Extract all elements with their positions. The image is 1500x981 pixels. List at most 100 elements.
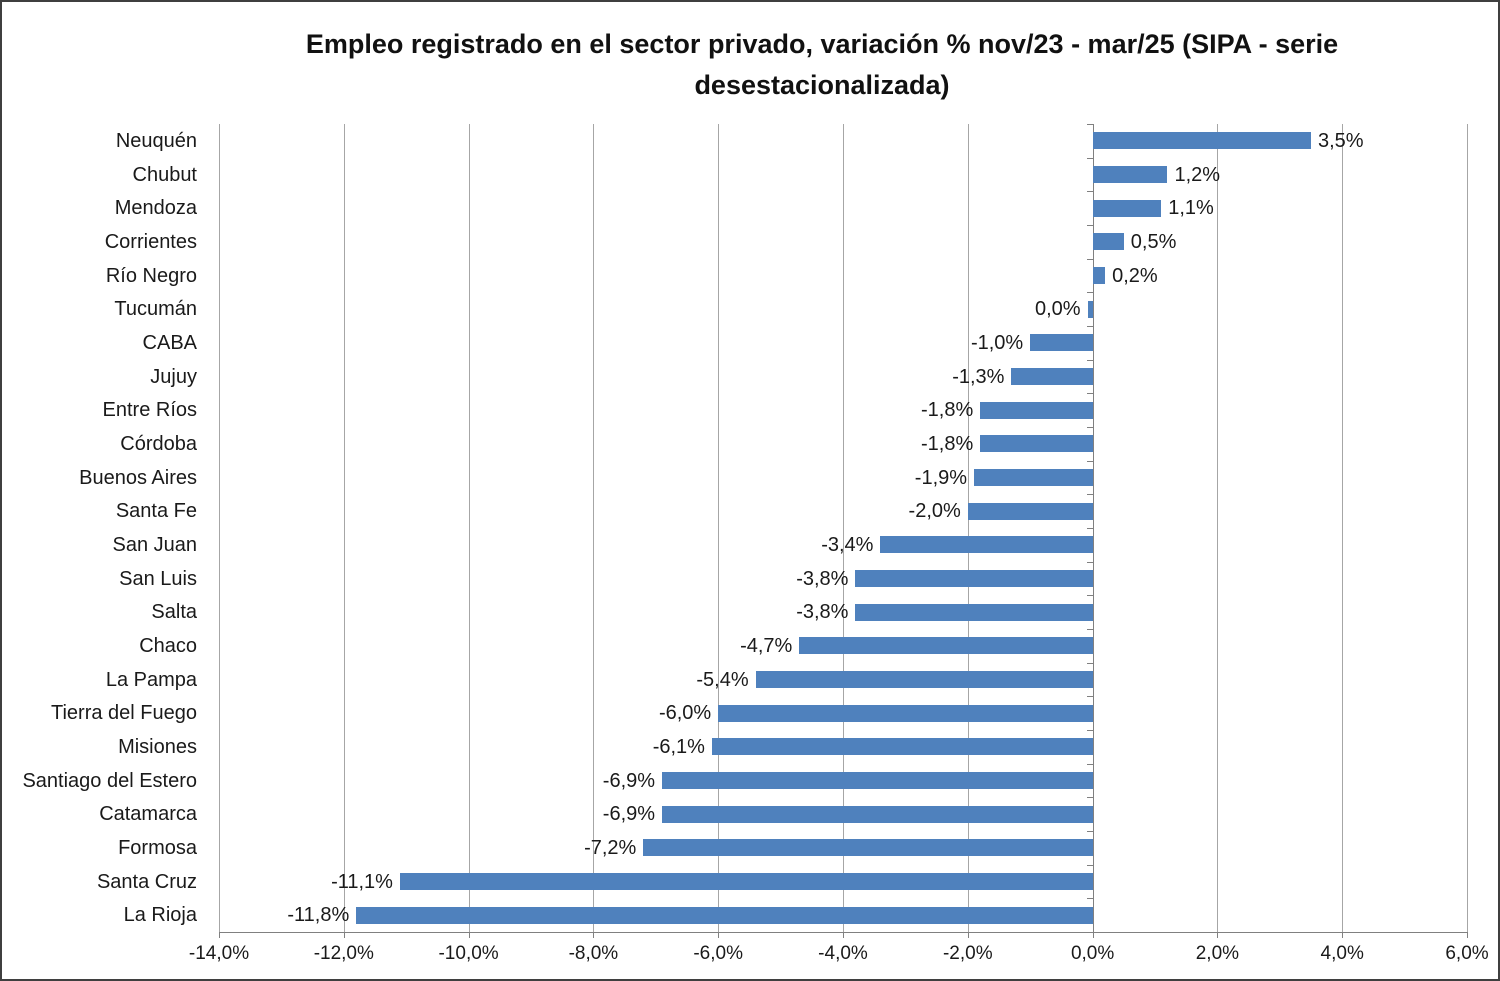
x-tick-label: -10,0% (438, 943, 499, 964)
category-axis-tick (1086, 831, 1093, 832)
gridline (343, 124, 345, 932)
gridline (593, 124, 595, 932)
x-tick-label: -14,0% (188, 943, 250, 964)
chart-title-line-1: Empleo registrado en el sector privado, … (305, 29, 1339, 59)
x-tick-label: -12,0% (313, 943, 374, 964)
category-axis-tick (1086, 191, 1093, 193)
x-axis-tick (593, 932, 595, 938)
x-axis-tick (1217, 932, 1219, 938)
value-label-formosa: -7,2% (584, 836, 637, 859)
bar-santiago-del-estero (662, 772, 1093, 789)
x-axis-tick (718, 932, 720, 938)
category-label-santa-cruz: Santa Cruz (96, 870, 197, 893)
x-axis-tick (967, 932, 969, 938)
category-axis-tick (1086, 393, 1093, 395)
category-label-san-luis: San Luis (119, 567, 197, 590)
x-axis-tick (343, 932, 345, 938)
category-axis-tick (1086, 326, 1093, 327)
bar-cordoba (980, 435, 1093, 453)
category-label-la-rioja: La Rioja (123, 904, 197, 927)
category-label-san-juan: San Juan (112, 533, 197, 556)
x-axis-tick (468, 932, 470, 938)
category-axis-tick (1086, 763, 1093, 765)
zero-axis-line (1092, 124, 1094, 932)
value-label-santa-fe: -2,0% (908, 500, 961, 523)
gridline (1467, 124, 1468, 932)
value-label-santiago-del-estero: -6,9% (602, 769, 656, 792)
gridline (967, 124, 969, 932)
value-label-cordoba: -1,8% (921, 432, 974, 455)
x-tick-label: 2,0% (1195, 943, 1240, 964)
category-axis-tick (1086, 561, 1093, 563)
bar-misiones (711, 738, 1093, 756)
category-label-caba: CABA (142, 331, 197, 354)
value-label-entre-rios: -1,8% (921, 399, 974, 422)
x-tick-label: -8,0% (568, 943, 619, 964)
category-axis-tick (1086, 292, 1093, 294)
x-tick-label: 0,0% (1070, 943, 1115, 964)
category-axis-tick (1086, 629, 1093, 630)
category-axis-tick (1086, 359, 1093, 361)
category-label-chaco: Chaco (139, 634, 197, 657)
value-label-rio-negro: 0,2% (1112, 264, 1158, 287)
category-label-entre-rios: Entre Ríos (102, 399, 197, 422)
gridline (468, 124, 470, 932)
category-label-jujuy: Jujuy (150, 365, 197, 388)
bar-buenos-aires (974, 469, 1093, 486)
x-tick-label: 4,0% (1320, 943, 1364, 964)
value-label-la-rioja: -11,8% (287, 904, 350, 927)
x-tick-label: -4,0% (818, 943, 868, 964)
bar-rio-negro (1092, 267, 1106, 284)
value-label-chubut: 1,2% (1174, 163, 1221, 186)
bar-chubut (1092, 166, 1168, 183)
category-axis-tick (1086, 124, 1093, 125)
bar-tucuman (1087, 300, 1093, 318)
chart-title: Empleo registrado en el sector privado, … (152, 24, 1492, 106)
category-axis-tick (1086, 797, 1093, 799)
value-label-jujuy: -1,3% (952, 365, 1005, 388)
category-label-la-pampa: La Pampa (105, 668, 197, 691)
category-axis-tick (1086, 460, 1093, 462)
bar-formosa (643, 839, 1093, 857)
value-label-tierra-del-fuego: -6,0% (658, 702, 712, 725)
bar-entre-rios (980, 401, 1093, 419)
bar-la-rioja (356, 906, 1093, 924)
category-axis-tick (1086, 528, 1093, 529)
x-tick-label: 6,0% (1445, 943, 1489, 964)
category-label-neuquen: Neuquén (115, 129, 197, 152)
value-label-tucuman: 0,0% (1035, 298, 1081, 321)
category-label-formosa: Formosa (118, 836, 197, 859)
chart-title-line-2: desestacionalizada) (694, 70, 950, 100)
value-label-santa-cruz: -11,1% (331, 870, 393, 893)
value-label-san-juan: -3,4% (821, 533, 874, 556)
category-label-salta: Salta (151, 601, 197, 624)
value-label-buenos-aires: -1,9% (914, 466, 968, 489)
bar-corrientes (1092, 233, 1124, 251)
category-label-catamarca: Catamarca (99, 803, 197, 826)
gridline (843, 124, 844, 932)
bar-neuquen (1092, 132, 1311, 150)
bar-san-juan (880, 536, 1093, 554)
category-label-mendoza: Mendoza (114, 197, 197, 220)
category-label-corrientes: Corrientes (104, 230, 197, 253)
bar-san-luis (855, 570, 1093, 587)
category-axis-tick (1086, 225, 1093, 226)
category-label-tucuman: Tucumán (114, 298, 197, 321)
bar-catamarca (662, 805, 1093, 823)
gridline (219, 124, 220, 932)
value-label-corrientes: 0,5% (1130, 230, 1177, 253)
value-label-salta: -3,8% (796, 601, 849, 624)
x-axis-line (219, 932, 1468, 933)
category-label-rio-negro: Río Negro (105, 264, 197, 287)
category-label-santiago-del-estero: Santiago del Estero (22, 769, 197, 792)
category-axis-tick (1086, 864, 1093, 866)
gridline (1217, 124, 1219, 932)
category-axis-tick (1086, 696, 1093, 698)
gridline (718, 124, 720, 932)
value-label-chaco: -4,7% (740, 634, 793, 657)
value-label-san-luis: -3,8% (796, 567, 849, 590)
value-label-neuquen: 3,5% (1318, 129, 1364, 152)
bar-chaco (799, 637, 1093, 655)
category-axis-tick (1086, 494, 1093, 496)
